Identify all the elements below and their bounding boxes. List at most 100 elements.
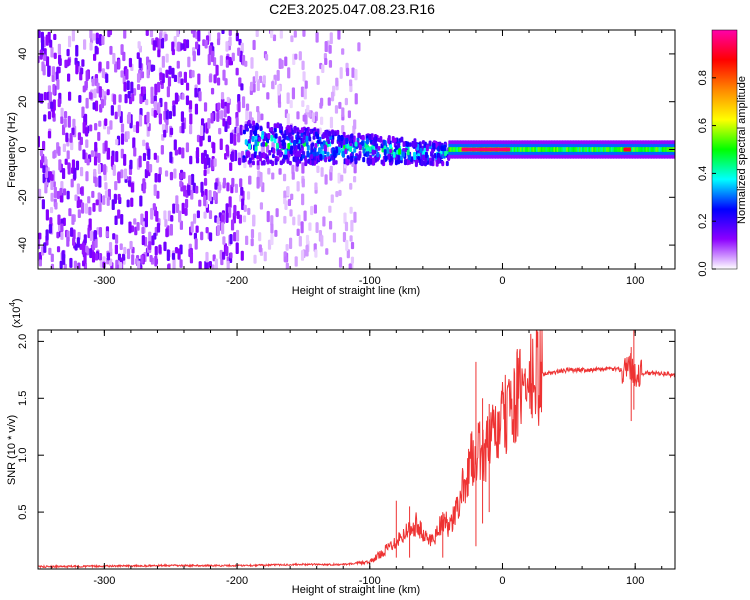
spectrogram-cell-1707: [429, 160, 433, 166]
spectrogram-cell-684: [63, 110, 68, 119]
spectrogram-cell-1053: [345, 67, 350, 77]
spectrogram-cell-593: [228, 30, 232, 36]
spectrogram-cell-866: [127, 180, 132, 187]
spectrogram-cell-123: [169, 223, 173, 236]
spectrogram-cell-668: [203, 195, 207, 207]
spectrogram-cell-446: [106, 147, 111, 160]
colorbar-label: Normalized spectral amplitude: [736, 76, 748, 224]
spectrogram-cell-1414: [400, 136, 404, 143]
spectrogram-cell-253: [190, 30, 195, 34]
spectrogram-cell-664: [184, 198, 189, 208]
spectrogram-cell-1393: [284, 149, 288, 155]
spectrogram-cell-1036: [288, 237, 293, 249]
spectrogram-cell-420: [117, 209, 121, 219]
spectrogram-cell-153: [81, 106, 85, 119]
spectrogram-cell-766: [92, 102, 96, 110]
spectrogram-cell-1783: [254, 129, 258, 136]
spectrogram-cell-646: [80, 67, 84, 75]
spectrogram-cell-202: [118, 94, 122, 103]
spectrogram-cell-635: [179, 220, 184, 230]
spectrogram-cell-505: [75, 63, 79, 75]
spectrogram-cell-334: [129, 159, 133, 170]
spectrogram-cell-996: [335, 77, 339, 87]
spectrogram-cell-461: [124, 93, 128, 104]
spectrogram-cell-1075: [353, 119, 357, 130]
spectrogram-cell-1795: [354, 141, 358, 147]
spectrogram-cell-596: [208, 210, 213, 219]
spectrogram-cell-441: [59, 195, 64, 203]
spectrogram-cell-293: [207, 54, 211, 66]
spectrogram-cell-781: [183, 185, 187, 197]
spectrogram-cell-1786: [375, 143, 379, 149]
spectrogram-cell-271: [218, 127, 222, 135]
spectrogram-cell-1633: [273, 137, 277, 144]
spectrogram-cell-940: [280, 59, 284, 69]
spectrogram-cell-407: [235, 111, 239, 120]
spectrogram-cell-314: [192, 182, 196, 194]
spectrogram-cell-828: [75, 160, 80, 171]
spectrogram-cell-1703: [275, 142, 279, 149]
spectrogram-cell-404: [203, 169, 207, 177]
spectrogram-cell-1605: [260, 135, 264, 140]
spectrogram-cell-825: [153, 152, 157, 160]
spectrogram-cell-429: [171, 67, 175, 79]
spectrogram-cell-411: [43, 242, 47, 253]
spectrogram-cell-1711: [423, 147, 427, 153]
spectrogram-cell-452: [235, 117, 239, 127]
spectrogram-cell-1676: [421, 140, 425, 145]
spectrogram-cell-956: [243, 161, 247, 169]
spectrogram-cell-1807: [270, 134, 274, 142]
spectrogram-cell-82: [189, 69, 193, 79]
spectrogram-cell-761: [140, 71, 145, 79]
spectrogram-cell-1131: [332, 232, 337, 243]
spectrogram-cell-882: [76, 237, 80, 248]
spectrogram-cell-889: [145, 30, 149, 36]
spectrogram-cell-65: [164, 170, 169, 177]
spectrogram-cell-1787: [358, 144, 362, 151]
spectrogram-cell-324: [50, 192, 54, 202]
spectrogram-cell-654: [222, 236, 226, 245]
spectrogram-cell-817: [157, 49, 161, 58]
spectrogram-cell-1156: [327, 97, 331, 106]
spectrogram-cell-292: [173, 139, 177, 151]
spectrogram-cell-384: [163, 210, 167, 221]
spectrogram-cell-941: [346, 249, 350, 259]
spectrogram-y-label: Frequency (Hz): [6, 112, 18, 188]
spectrogram-cell-1811: [431, 154, 435, 162]
spectrogram-cell-818: [89, 42, 93, 51]
spectrogram-cell-1647: [259, 126, 263, 131]
spectrogram-cell-759: [89, 92, 93, 100]
spectrogram-cell-469: [181, 202, 185, 214]
spectrogram-cell-824: [54, 201, 58, 210]
spectrogram-cell-85: [72, 229, 76, 240]
spectrogram-cell-660: [57, 66, 61, 74]
spectrogram-cell-943: [301, 193, 305, 206]
spectrogram-cell-1802: [331, 130, 335, 136]
snr-multiplier-exp: 4: [8, 302, 17, 307]
spectrogram-cell-294: [51, 66, 56, 76]
spectrogram-cell-341: [222, 177, 227, 187]
spectrogram-cell-891: [205, 251, 209, 263]
spectrogram-cell-323: [173, 168, 177, 179]
spectrogram-cell-35: [219, 138, 223, 151]
spectrogram-cell-954: [250, 228, 255, 239]
spectrogram-cell-456: [83, 39, 87, 50]
spectrogram-cell-1642: [287, 143, 291, 150]
spectrogram-cell-1009: [243, 204, 247, 212]
spectrogram-cell-754: [67, 115, 71, 128]
spectrogram-cell-676: [120, 213, 124, 225]
spectrogram-cell-838: [213, 158, 217, 167]
spectrogram-cell-1841: [292, 140, 296, 146]
spectrogram-cell-695: [138, 114, 143, 127]
spectrogram-cell-2605: [507, 147, 511, 152]
spectrogram-cell-380: [228, 206, 232, 218]
spectrogram-cell-370: [144, 169, 148, 179]
spectrogram-cell-895: [184, 207, 188, 216]
spectrogram-cell-1153: [277, 84, 281, 96]
spectrogram-cell-417: [114, 215, 118, 226]
spectrogram-cell-214: [158, 167, 162, 175]
spectrogram-cell-663: [188, 248, 192, 258]
snr-multiplier: (x104): [8, 298, 23, 328]
spectrogram-cell-1135: [340, 174, 344, 182]
spectrogram-cell-747: [144, 210, 149, 220]
